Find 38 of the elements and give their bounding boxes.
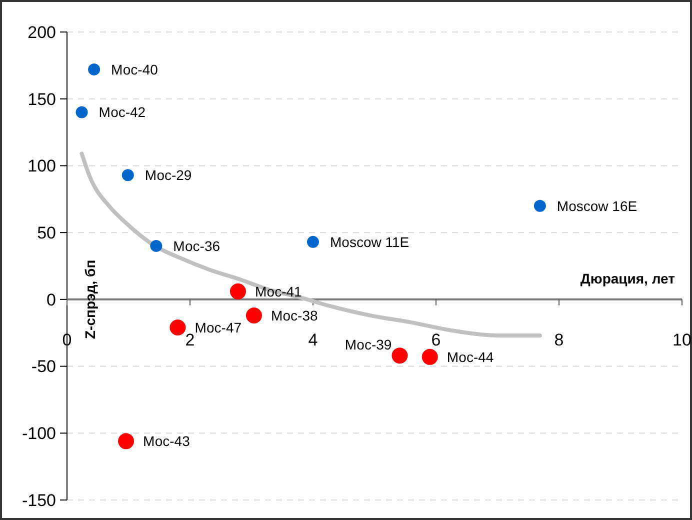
point xyxy=(230,283,246,300)
point xyxy=(88,63,100,76)
point xyxy=(118,433,134,450)
y-tick-label: 150 xyxy=(28,90,56,109)
point xyxy=(534,200,546,212)
point xyxy=(122,169,134,182)
x-axis-title: Дюрация, лет xyxy=(580,270,676,286)
y-tick-label: -100 xyxy=(22,424,56,444)
point xyxy=(307,236,319,248)
annotation: Мос-40 xyxy=(111,61,158,78)
annotation: Мос-39 xyxy=(344,336,392,353)
y-axis-title: Z-спрэд, бп xyxy=(82,260,98,339)
point xyxy=(170,320,186,336)
y-tick-label: 0 xyxy=(46,290,56,310)
y-tick-label: -150 xyxy=(22,490,56,510)
annotation: Мос-47 xyxy=(194,320,242,336)
point xyxy=(76,106,88,118)
y-tick-label: -50 xyxy=(31,357,56,376)
x-tick-label: 6 xyxy=(431,330,441,350)
annotation: Мос-42 xyxy=(98,104,146,120)
point xyxy=(392,348,408,364)
annotation: Мос-41 xyxy=(254,283,302,300)
y-tick-label: 100 xyxy=(28,156,56,176)
x-tick-label: 2 xyxy=(185,330,195,350)
x-tick-label: 4 xyxy=(308,330,318,350)
point xyxy=(422,348,438,365)
annotation: Moscow 11E xyxy=(330,234,410,250)
y-tick-label: 50 xyxy=(37,224,56,243)
annotation: Moscow 16E xyxy=(556,198,638,214)
annotation: Мос-43 xyxy=(143,433,190,450)
annotation: Мос-36 xyxy=(173,238,220,254)
annotation: Мос-44 xyxy=(446,348,494,365)
annotation: Мос-29 xyxy=(144,167,192,184)
annotation: Мос-38 xyxy=(270,307,318,324)
point xyxy=(150,240,162,252)
x-tick-label: 8 xyxy=(554,330,564,350)
point xyxy=(246,307,262,324)
y-tick-label: 200 xyxy=(28,22,56,42)
